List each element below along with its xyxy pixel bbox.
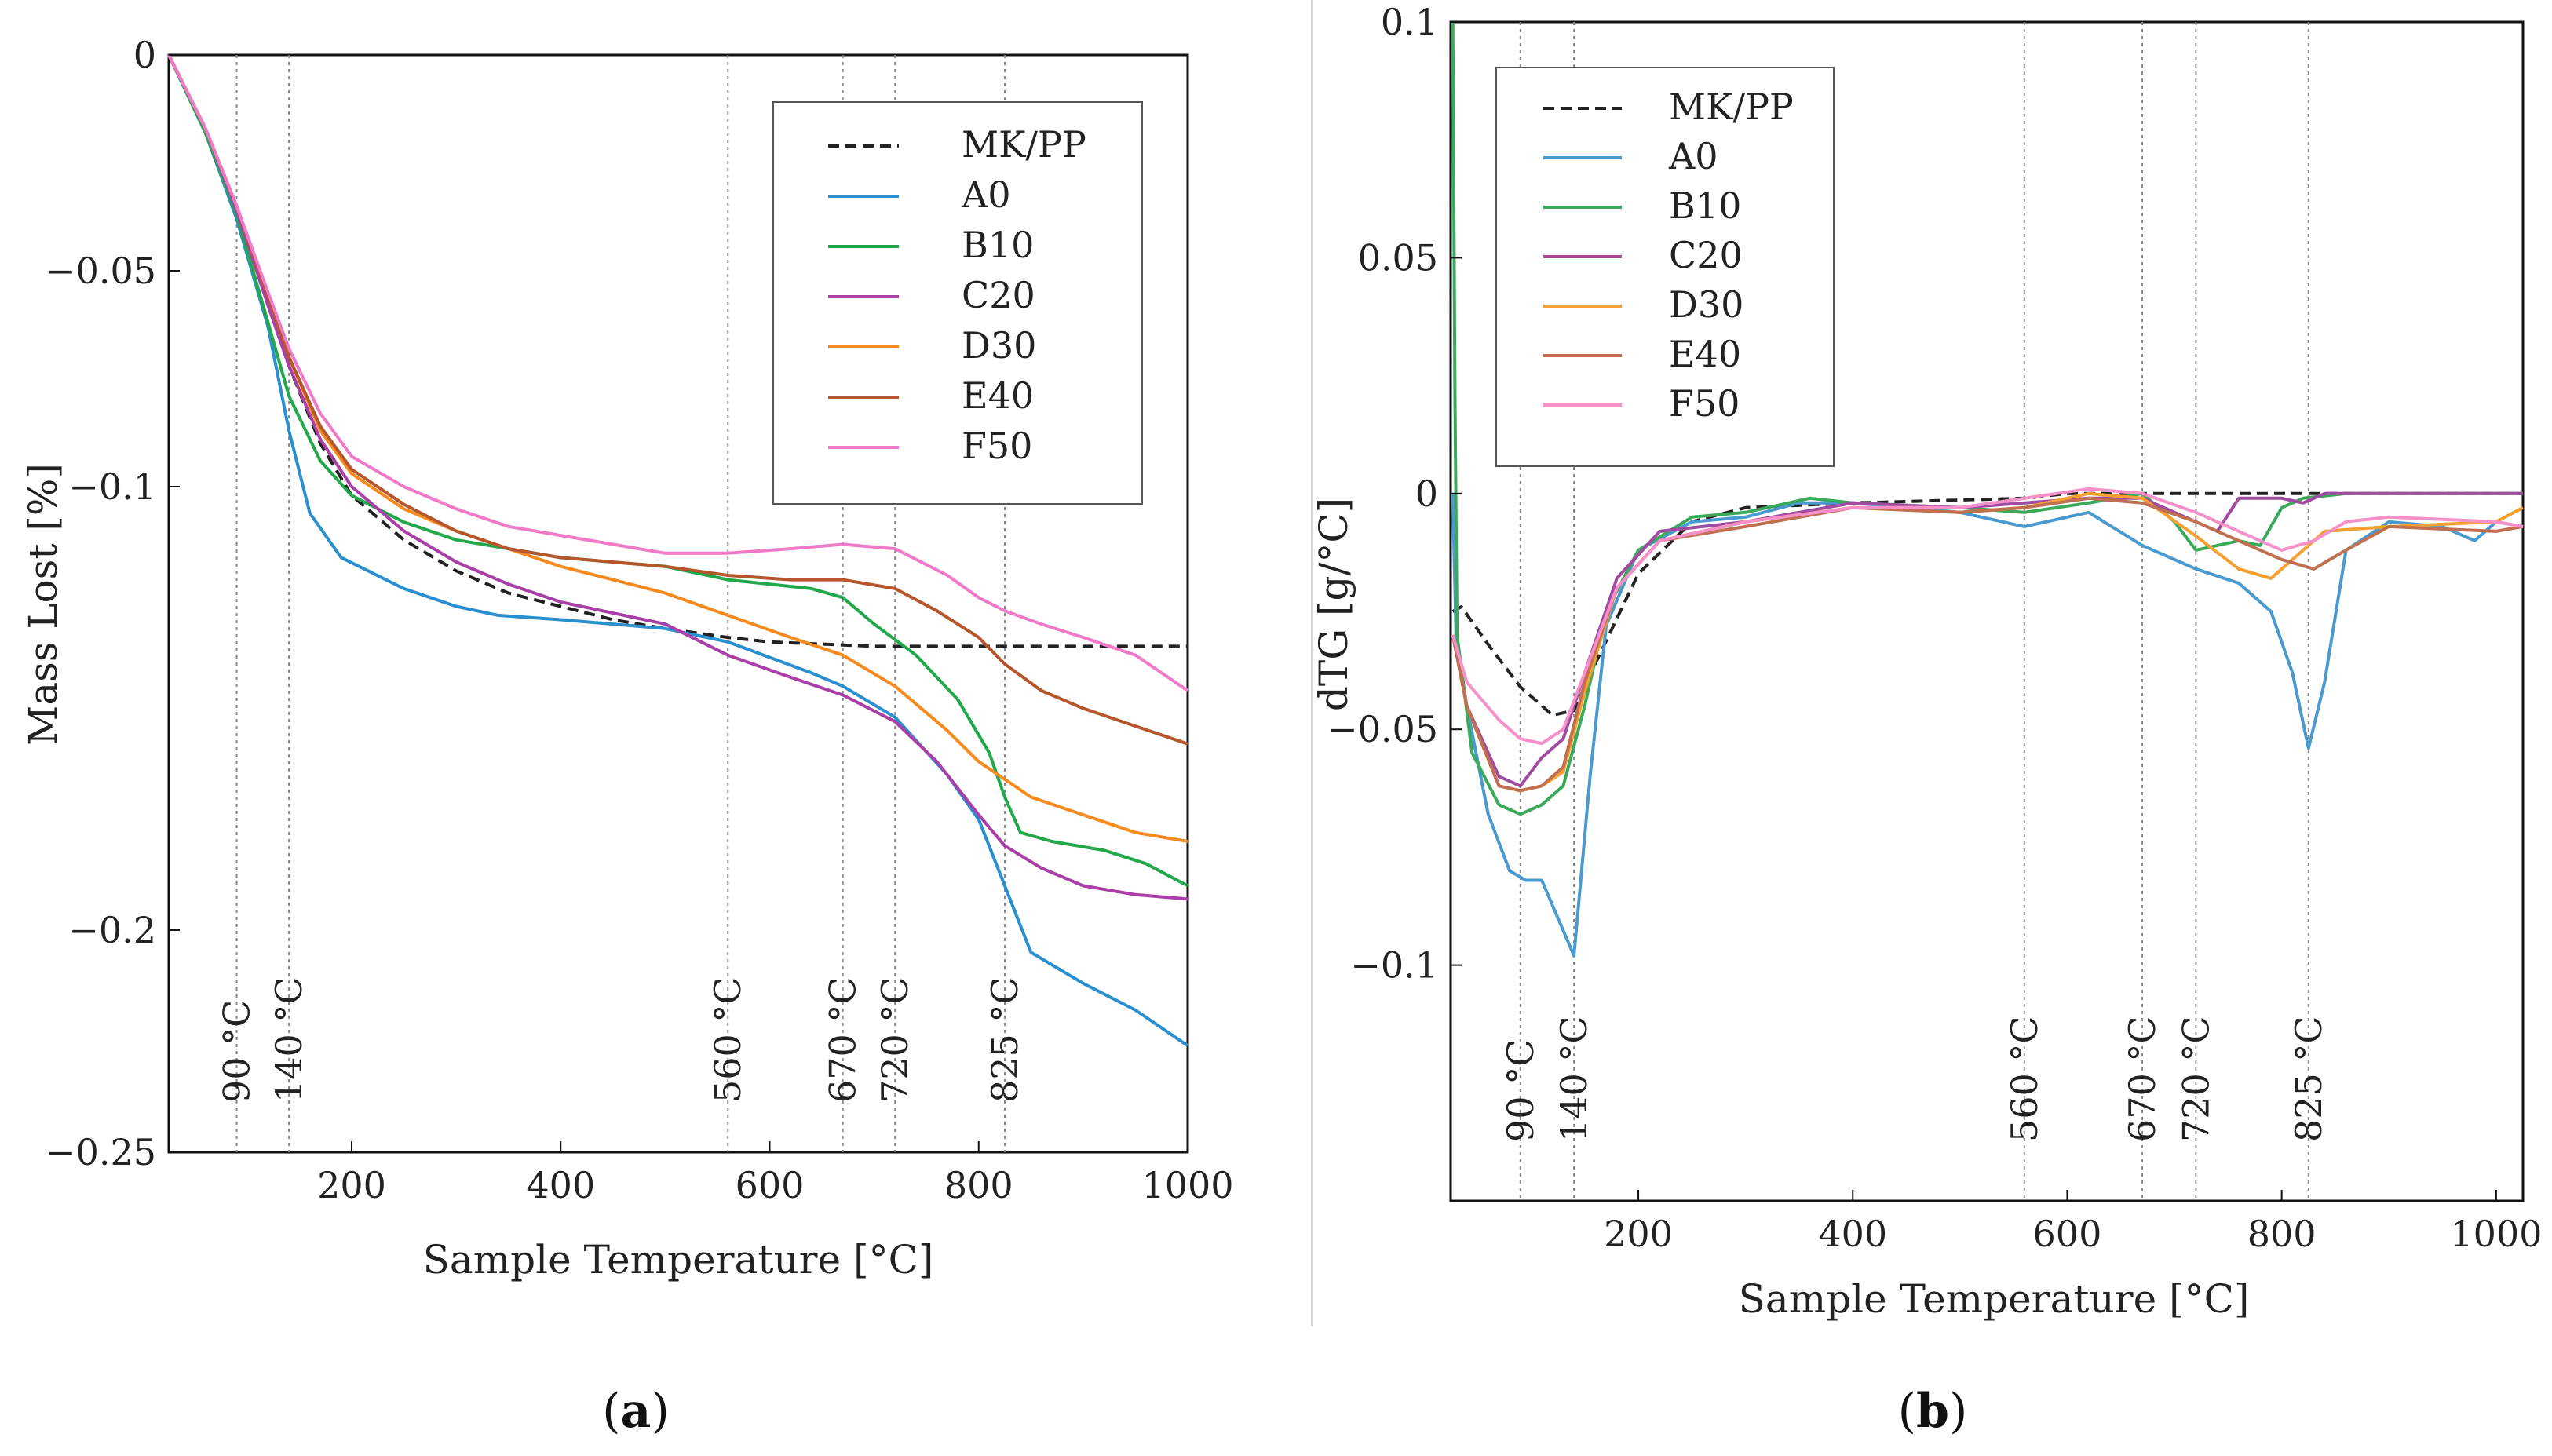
- y-tick-label: −0.05: [1327, 708, 1438, 750]
- panel-a-chart: 90 °C 140 °C 560 °C 670 °C 720 °C 825 °C 200 4…: [20, 34, 1234, 1439]
- reference-line-label: 670 °C: [822, 976, 864, 1103]
- legend-label: B10: [1669, 184, 1741, 227]
- x-tick-label: 400: [526, 1164, 595, 1206]
- series-line-f50: [1451, 487, 2524, 746]
- reference-line-label: 560 °C: [2003, 1016, 2046, 1142]
- tick-group: 200 400 600 800 1000 0.1 0.05 0 −0.05 −0.1: [1327, 1, 2542, 1255]
- legend-label: D30: [962, 324, 1036, 367]
- reference-line-label: 720 °C: [874, 976, 916, 1103]
- series-line-c20: [1451, 491, 2523, 788]
- series-line-c20: [167, 54, 1188, 901]
- y-tick-label: −0.05: [46, 250, 156, 292]
- reference-line-label: 140 °C: [1553, 1016, 1595, 1142]
- panel-b-chart: 90 °C 140 °C 560 °C 670 °C 720 °C 825 °C 200 4…: [1311, 1, 2542, 1439]
- legend-label: B10: [962, 224, 1034, 266]
- series-line-f50: [167, 54, 1189, 692]
- legend: MK/PP A0 B10 C20 D30 E40 F50: [772, 101, 1143, 505]
- reference-line-label: 90 °C: [216, 1000, 258, 1103]
- tick-group: 200 400 600 800 1000 0 −0.05 −0.1 −0.2 −0.25: [46, 34, 1234, 1206]
- series-group: [1451, 21, 2524, 958]
- y-tick-label: 0.05: [1358, 236, 1438, 279]
- x-tick-label: 600: [2033, 1213, 2102, 1255]
- vline-group: 90 °C 140 °C 560 °C 670 °C 720 °C 825 °C: [1499, 22, 2330, 1201]
- x-axis-label: Sample Temperature [°C]: [423, 1237, 934, 1283]
- reference-line-label: 140 °C: [268, 976, 310, 1103]
- y-tick-label: 0.1: [1381, 1, 1438, 43]
- x-tick-label: 800: [944, 1164, 1013, 1206]
- x-tick-label: 1000: [1141, 1164, 1233, 1206]
- y-tick-label: −0.25: [46, 1131, 156, 1173]
- x-tick-label: 1000: [2450, 1213, 2542, 1255]
- reference-line-label: 825 °C: [984, 976, 1026, 1103]
- series-line-a0: [1451, 493, 2524, 958]
- plot-frame: [1449, 20, 2525, 1202]
- series-line-a0: [167, 54, 1189, 1047]
- plot-frame: [167, 53, 1189, 1154]
- y-tick-label: 0: [133, 34, 156, 76]
- y-tick-label: −0.1: [68, 465, 156, 508]
- series-line-b10: [167, 54, 1188, 888]
- y-tick-label: 0: [1415, 473, 1438, 515]
- y-axis-label: dTG [g/°C]: [1311, 498, 1356, 711]
- panel-caption: (a): [602, 1384, 670, 1439]
- series-line-e40: [1451, 496, 2524, 793]
- legend-label: E40: [1669, 333, 1741, 375]
- panel-caption: (b): [1898, 1384, 1968, 1439]
- legend-label: C20: [1669, 234, 1743, 276]
- reference-line-label: 825 °C: [2287, 1016, 2330, 1142]
- series-line-e40: [167, 54, 1188, 746]
- legend: MK/PP A0 B10 C20 D30 E40 F50: [1495, 67, 1835, 467]
- x-tick-label: 800: [2247, 1213, 2317, 1255]
- legend-label: E40: [962, 374, 1034, 417]
- series-line-mk-pp: [1451, 491, 2523, 717]
- reference-line-label: 90 °C: [1499, 1039, 1542, 1142]
- x-tick-label: 200: [1604, 1213, 1673, 1255]
- reference-line-label: 670 °C: [2121, 1016, 2163, 1142]
- legend-label: MK/PP: [1669, 86, 1794, 128]
- reference-line-label: 560 °C: [706, 976, 749, 1103]
- legend-label: A0: [961, 173, 1011, 216]
- reference-line-label: 720 °C: [2174, 1016, 2217, 1142]
- series-group: [167, 54, 1189, 1047]
- vline-group: 90 °C 140 °C 560 °C 670 °C 720 °C 825 °C: [216, 55, 1026, 1152]
- legend-label: C20: [962, 274, 1035, 316]
- legend-box: [772, 101, 1143, 505]
- y-tick-label: −0.1: [1350, 944, 1438, 987]
- legend-box: [1495, 67, 1835, 467]
- x-tick-label: 200: [317, 1164, 386, 1206]
- legend-label: A0: [1668, 135, 1718, 177]
- x-axis-label: Sample Temperature [°C]: [1739, 1276, 2250, 1322]
- legend-label: MK/PP: [962, 123, 1086, 166]
- legend-label: D30: [1669, 283, 1743, 326]
- legend-label: F50: [962, 425, 1032, 467]
- x-tick-label: 400: [1818, 1213, 1887, 1255]
- y-tick-label: −0.2: [68, 909, 156, 951]
- x-tick-label: 600: [736, 1164, 805, 1206]
- legend-label: F50: [1669, 382, 1740, 425]
- series-line-b10: [1451, 21, 2523, 816]
- y-axis-label: Mass Lost [%]: [20, 463, 66, 746]
